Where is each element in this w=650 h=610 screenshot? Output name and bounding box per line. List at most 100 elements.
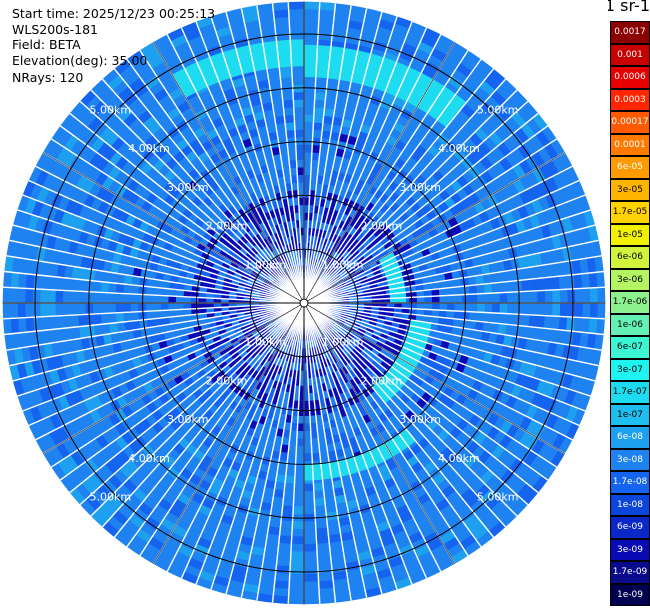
range-gate (225, 95, 239, 107)
range-gate (299, 385, 304, 394)
range-gate (148, 536, 165, 551)
range-gate (132, 266, 142, 278)
range-gate (463, 454, 478, 469)
range-gate (324, 275, 331, 282)
range-gate (424, 296, 433, 303)
range-gate (292, 84, 304, 93)
range-gate (330, 338, 338, 346)
range-gate (328, 319, 336, 326)
range-gate (332, 336, 340, 344)
range-gate (343, 242, 352, 251)
range-gate (245, 333, 254, 340)
range-gate (483, 283, 493, 294)
range-gate (345, 372, 354, 382)
range-gate (13, 347, 25, 365)
range-ring-label: 4.00km (128, 452, 170, 465)
colorbar-level-7: 3e-05 (610, 178, 650, 201)
range-gate (242, 373, 251, 383)
range-gate (62, 151, 77, 168)
range-gate (341, 325, 350, 332)
range-gate (129, 247, 140, 259)
enhanced-return (398, 428, 416, 447)
range-gate (274, 224, 281, 233)
range-gate (10, 272, 20, 289)
ray-divider (303, 302, 442, 572)
range-gate (361, 208, 371, 218)
range-gate (490, 90, 507, 106)
range-gate (435, 497, 451, 512)
range-gate (247, 202, 257, 212)
range-gate (367, 363, 377, 373)
range-gate (228, 348, 237, 357)
range-gate (256, 593, 274, 603)
range-gate (102, 190, 115, 204)
range-gate (304, 1, 320, 10)
range-gate (64, 392, 77, 408)
range-gate (280, 272, 287, 280)
range-gate (313, 107, 325, 116)
range-gate (258, 325, 267, 332)
range-gate (547, 341, 557, 357)
range-gate (257, 323, 265, 330)
range-gate (528, 314, 538, 328)
range-gate (561, 373, 574, 390)
range-gate (224, 241, 234, 250)
range-gate (357, 353, 366, 362)
range-gate (199, 359, 210, 369)
enhanced-return (362, 53, 384, 89)
range-gate (184, 28, 202, 42)
range-gate (124, 274, 133, 285)
range-gate (353, 220, 362, 230)
range-gate (337, 267, 345, 275)
range-gate (261, 329, 269, 337)
range-gate (221, 336, 231, 345)
range-gate (240, 275, 249, 282)
range-gate (380, 236, 390, 246)
range-gate (565, 405, 579, 423)
range-gate (55, 426, 70, 443)
range-gate (268, 262, 276, 270)
enhanced-return (209, 52, 231, 83)
range-gate (264, 333, 273, 341)
range-gate (117, 107, 133, 122)
range-gate (240, 258, 250, 267)
enhanced-return (385, 271, 403, 281)
range-gate (227, 468, 240, 479)
range-gate (71, 201, 84, 217)
range-gate (321, 335, 327, 344)
range-gate (471, 146, 486, 161)
range-gate (486, 426, 500, 441)
ray-divider (287, 302, 305, 604)
range-gate (230, 351, 240, 360)
range-gate (235, 268, 244, 276)
range-gate (357, 223, 366, 233)
range-gate (364, 366, 374, 376)
range-gate (227, 359, 237, 369)
range-gate (395, 246, 405, 256)
range-gate (357, 214, 366, 224)
range-gate (518, 361, 530, 376)
range-gate (417, 41, 434, 55)
range-gate (370, 546, 386, 558)
range-gate (379, 193, 390, 204)
ray-divider (126, 58, 305, 304)
range-gate (346, 255, 355, 263)
range-gate (517, 143, 532, 160)
range-gate (545, 159, 560, 177)
range-gate (243, 232, 252, 242)
range-gate (304, 220, 309, 228)
range-gate (331, 355, 338, 364)
range-gate (83, 397, 96, 413)
ray-divider (4, 302, 305, 336)
range-gate (531, 438, 546, 455)
range-gate (356, 269, 365, 276)
range-gate (168, 505, 184, 519)
colorbar-level-22: 6e-09 (610, 516, 650, 539)
range-gate (587, 225, 599, 242)
range-gate (198, 291, 207, 298)
range-gate (362, 265, 372, 273)
range-gate (258, 347, 267, 356)
ray-sector (69, 303, 304, 505)
range-gate (245, 474, 258, 485)
range-gate (297, 174, 304, 183)
